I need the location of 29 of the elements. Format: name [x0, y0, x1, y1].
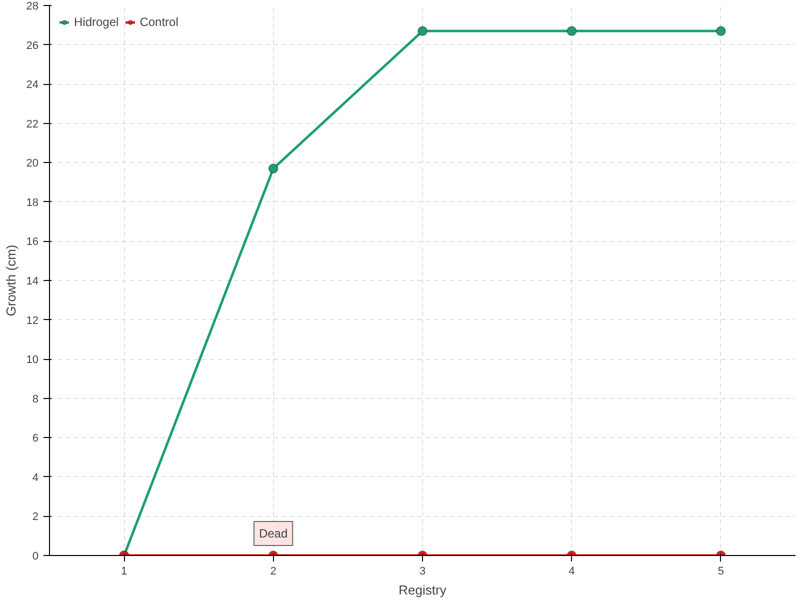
- x-tick-label: 1: [121, 566, 128, 578]
- y-tick-label: 6: [32, 432, 39, 445]
- y-axis-title: Growth (cm): [3, 244, 18, 316]
- point: [418, 26, 428, 36]
- annotation: Dead: [258, 526, 288, 540]
- y-tick-label: 26: [26, 40, 39, 52]
- y-tick-label: 2: [32, 511, 39, 524]
- y-tick-label: 24: [26, 79, 39, 92]
- x-tick-label: 2: [270, 566, 276, 578]
- y-tick-label: 4: [32, 472, 39, 484]
- x-axis-title: Registry: [398, 582, 447, 598]
- point: [716, 26, 726, 36]
- y-tick-label: 12: [26, 314, 39, 327]
- point: [566, 26, 577, 36]
- x-tick-label: 4: [568, 566, 575, 578]
- y-tick-label: 8: [32, 393, 39, 406]
- y-tick-label: 14: [26, 276, 39, 288]
- y-tick-label: 22: [26, 118, 39, 130]
- legend-label: Hidrogel: [74, 15, 119, 29]
- y-tick-label: 20: [26, 158, 39, 170]
- x-tick-label: 5: [718, 566, 724, 578]
- point: [268, 164, 278, 174]
- x-tick-label: 3: [419, 566, 426, 578]
- legend-label: Control: [140, 15, 178, 29]
- y-tick-label: 10: [26, 354, 39, 366]
- y-tick-label: 28: [26, 0, 39, 12]
- y-tick-label: 16: [26, 236, 39, 248]
- y-tick-label: 18: [26, 196, 39, 209]
- y-tick-label: 0: [32, 550, 39, 562]
